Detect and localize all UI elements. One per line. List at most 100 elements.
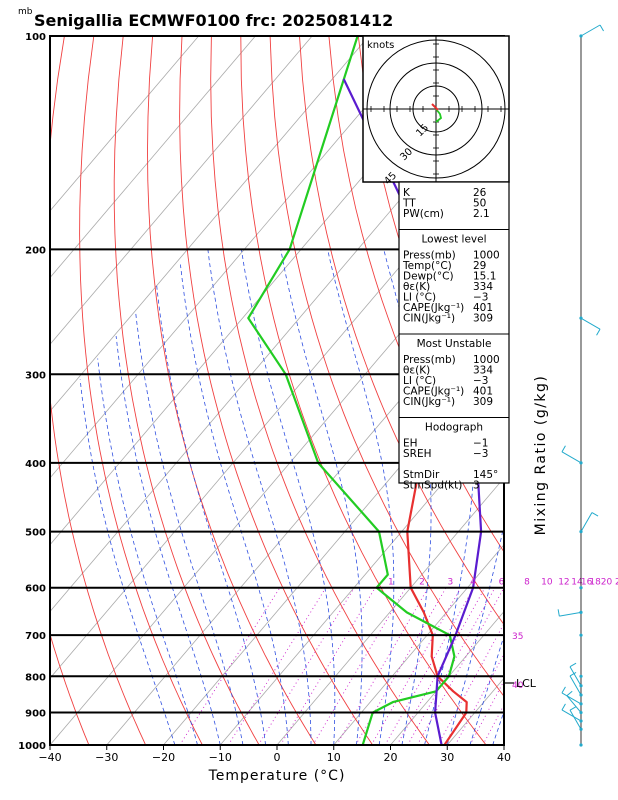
moist-adiabat-line bbox=[383, 249, 432, 745]
temperature-tick-label: 0 bbox=[274, 751, 281, 764]
pressure-tick-label: 300 bbox=[25, 370, 46, 381]
indices-label: Dewp(°C) bbox=[403, 271, 454, 283]
indices-value: 401 bbox=[473, 386, 493, 398]
isotherm-line bbox=[50, 36, 199, 212]
indices-label: Press(mb) bbox=[403, 354, 456, 366]
pressure-tick-label: 1000 bbox=[18, 741, 46, 752]
hodograph-unit-label: knots bbox=[367, 40, 394, 51]
mixing-ratio-label: 35 bbox=[512, 632, 523, 642]
isotherm-line bbox=[50, 36, 256, 279]
wind-barb-dot bbox=[579, 586, 583, 590]
indices-value: 15.1 bbox=[473, 271, 496, 283]
temperature-tick-label: 20 bbox=[384, 751, 398, 764]
dry-adiabat-line bbox=[210, 36, 430, 745]
mixing-ratio-label: 10 bbox=[541, 578, 553, 588]
pressure-tick-label: 900 bbox=[25, 709, 46, 720]
dry-adiabat-line bbox=[328, 36, 504, 553]
indices-value: 3 bbox=[473, 480, 480, 492]
moist-adiabat-line bbox=[135, 311, 244, 745]
dry-adiabat-line bbox=[179, 36, 373, 745]
indices-value: −1 bbox=[473, 438, 488, 450]
temperature-tick-label: −40 bbox=[38, 751, 61, 764]
wind-barb bbox=[561, 709, 582, 722]
temperature-tick-label: −10 bbox=[209, 751, 232, 764]
wind-barb-flag bbox=[561, 445, 566, 453]
temperature-tick-label: 30 bbox=[440, 751, 454, 764]
indices-label: PW(cm) bbox=[403, 208, 444, 220]
wind-barb-dot bbox=[579, 743, 583, 747]
indices-label: CAPE(Jkg⁻¹) bbox=[403, 386, 464, 398]
indices-value: 334 bbox=[473, 281, 493, 293]
moist-adiabat-line bbox=[241, 249, 336, 745]
indices-value: 2.1 bbox=[473, 208, 490, 220]
wind-barb bbox=[569, 709, 582, 730]
wind-barb-flag bbox=[569, 671, 577, 677]
wind-barb bbox=[580, 24, 601, 37]
chart-title: Senigallia ECMWF0100 frc: 2025081412 bbox=[34, 11, 393, 30]
isotherm-line bbox=[50, 210, 504, 745]
moist-adiabat-line bbox=[97, 358, 198, 745]
wind-barb-column bbox=[557, 24, 604, 747]
indices-label: EH bbox=[403, 438, 418, 450]
indices-frame bbox=[398, 181, 510, 484]
wind-barb bbox=[561, 692, 582, 705]
wind-barb-dot bbox=[579, 633, 583, 637]
storm-motion-marker bbox=[431, 103, 439, 111]
lcl-label: LCL bbox=[516, 677, 537, 690]
indices-label: SREH bbox=[403, 448, 432, 460]
indices-label: Press(mb) bbox=[403, 250, 456, 262]
isotherm-line bbox=[50, 36, 370, 412]
mixing-ratio-label: 25 bbox=[615, 578, 618, 588]
indices-value: 1000 bbox=[473, 250, 500, 262]
wind-barb bbox=[569, 666, 582, 687]
dry-adiabat-line bbox=[594, 36, 618, 745]
dry-adiabat-line bbox=[147, 36, 317, 745]
wind-barb-dot bbox=[579, 674, 583, 678]
pressure-tick-label: 100 bbox=[25, 32, 46, 43]
wind-barb-flag bbox=[561, 686, 566, 694]
moist-adiabat-line bbox=[156, 285, 266, 745]
wind-barb-flag bbox=[569, 662, 577, 668]
temperature-tick-label: −30 bbox=[95, 751, 118, 764]
temperature-tick-label: −20 bbox=[152, 751, 175, 764]
wind-barb-flag bbox=[566, 690, 573, 697]
indices-value: 401 bbox=[473, 302, 493, 314]
mixing-ratio-line bbox=[280, 587, 376, 745]
mixing-ratio-line bbox=[257, 587, 355, 745]
indices-value: −3 bbox=[473, 375, 488, 387]
mixing-ratio-label: 6 bbox=[499, 578, 505, 588]
indices-label: StmDir bbox=[403, 469, 440, 481]
indices-value: 50 bbox=[473, 198, 486, 210]
wind-barb bbox=[566, 695, 582, 713]
mixing-ratio-label: 3 bbox=[448, 578, 454, 588]
isotherm-line bbox=[219, 410, 504, 745]
dry-adiabat-line bbox=[564, 36, 618, 745]
indices-value: 29 bbox=[473, 260, 486, 272]
indices-value: 1000 bbox=[473, 354, 500, 366]
indices-label: TT bbox=[402, 198, 416, 210]
mixing-ratio-line bbox=[454, 653, 504, 745]
moist-adiabat-line bbox=[327, 249, 395, 745]
isotherm-line bbox=[276, 477, 504, 745]
dewpoint-line bbox=[247, 36, 456, 745]
wind-barb bbox=[561, 451, 582, 464]
pressure-tick-label: 400 bbox=[25, 459, 46, 470]
indices-value: 26 bbox=[473, 187, 487, 199]
mixing-ratio-line bbox=[312, 587, 407, 745]
panel-heading: Hodograph bbox=[425, 422, 483, 434]
pressure-unit-label: mb bbox=[18, 7, 33, 17]
wind-barb bbox=[559, 611, 582, 617]
panel-heading: Most Unstable bbox=[417, 338, 492, 350]
dry-adiabat-line bbox=[240, 36, 487, 745]
temperature-tick-label: 10 bbox=[327, 751, 341, 764]
indices-value: −3 bbox=[473, 448, 488, 460]
indices-label: θε(K) bbox=[403, 281, 430, 293]
pressure-tick-label: 600 bbox=[25, 584, 46, 595]
x-axis-label: Temperature (°C) bbox=[208, 768, 346, 784]
mixing-ratio-line bbox=[469, 679, 504, 745]
mixing-ratio-label: 16 bbox=[581, 578, 593, 588]
isotherm-line bbox=[50, 36, 313, 346]
indices-label: CIN(Jkg⁻¹) bbox=[403, 396, 455, 408]
